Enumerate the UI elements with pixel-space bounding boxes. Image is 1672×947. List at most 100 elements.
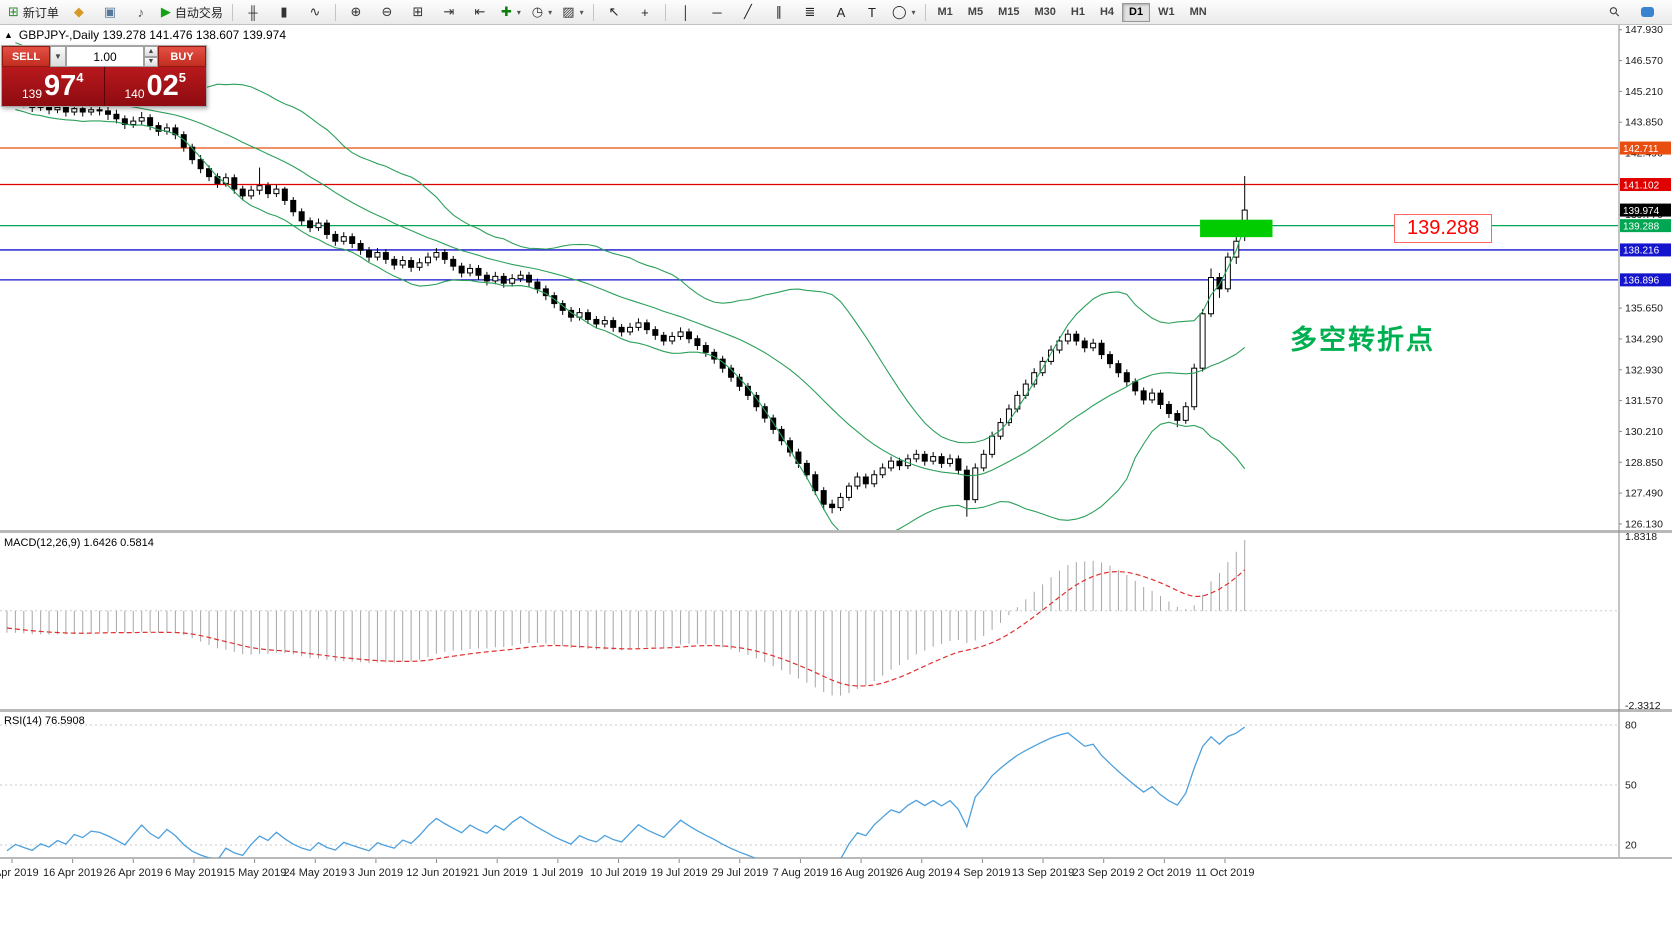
date-tick-label[interactable]: 29 Jul 2019 [711,867,768,879]
bar-chart-icon[interactable]: ╫ [238,1,268,24]
volume-step-down-button[interactable]: ▼ [144,56,158,67]
favorites-icon[interactable]: ◆ [64,1,94,24]
toolbar-separator [664,3,666,21]
candle [685,331,692,340]
date-tick-label[interactable]: 16 Apr 2019 [43,867,102,879]
oneclick-collapse-icon[interactable]: ▲ [4,30,13,40]
sound-icon[interactable]: ♪ [126,1,156,24]
pane-separator[interactable] [0,857,1672,859]
new-order-button[interactable]: ⊞ 新订单 [4,1,63,24]
timeframe-button-m30[interactable]: M30 [1034,5,1056,18]
candlestick-chart-icon[interactable]: ▮ [269,1,299,24]
timeframe-button-mn[interactable]: MN [1189,5,1207,18]
price-marker-label [1620,243,1671,257]
timeframe-button-m5[interactable]: M5 [967,5,984,18]
timeframe-button-m1[interactable]: M1 [937,5,953,18]
rsi-indicator-label: RSI(14) 76.5908 [4,715,85,727]
candle [845,485,852,498]
price-chart[interactable]: 147.930146.570145.210143.850142.490141.1… [0,25,1672,947]
date-tick-label[interactable]: 3 Jun 2019 [349,867,403,879]
candle [1191,367,1198,408]
candle [660,334,667,342]
candle [1157,392,1164,405]
date-tick-label[interactable]: 26 Aug 2019 [891,867,953,879]
line-chart-icon[interactable]: ∿ [300,1,330,24]
templates-icon[interactable]: ▨ ▾ [558,1,588,24]
date-tick-label[interactable]: 19 Jul 2019 [651,867,708,879]
candle [1048,349,1055,362]
svg-text:-2.3312: -2.3312 [1625,700,1661,712]
candle [534,281,541,290]
chart-canvas[interactable]: 147.930146.570145.210143.850142.490141.1… [0,25,1672,947]
candle [1174,413,1181,421]
timeframe-button-d1[interactable]: D1 [1122,2,1151,22]
date-tick-label[interactable]: 10 Jul 2019 [590,867,647,879]
pane-separator[interactable] [0,709,1672,712]
auto-scroll-icon: ⇥ [443,4,455,19]
vertical-line-icon[interactable]: │ [671,1,701,24]
candle [702,345,709,353]
volume-step-up-button[interactable]: ▲ [144,46,158,57]
candle [1132,381,1139,392]
date-tick-label[interactable]: 26 Apr 2019 [104,867,163,879]
pane-separator[interactable] [0,530,1672,533]
date-tick-label[interactable]: 7 Apr 2019 [0,867,39,879]
zoom-out-icon[interactable]: ⊖ [372,1,402,24]
date-tick-label[interactable]: 13 Sep 2019 [1012,867,1074,879]
date-tick-label[interactable]: 2 Oct 2019 [1137,867,1191,879]
volume-dropdown-button[interactable]: ▼ [50,46,66,67]
text-icon[interactable]: A [826,1,856,24]
tile-windows-icon[interactable]: ▣ [95,1,125,24]
date-tick-label[interactable]: 7 Aug 2019 [773,867,829,879]
candle [416,262,423,268]
cursor-icon: ↖ [608,4,620,19]
date-tick-label[interactable]: 21 Jun 2019 [467,867,528,879]
candle [761,406,768,419]
date-tick-label[interactable]: 6 May 2019 [165,867,222,879]
crosshair-icon[interactable]: + [630,1,660,24]
date-tick-label[interactable]: 16 Aug 2019 [830,867,892,879]
timeframe-button-w1[interactable]: W1 [1158,5,1175,18]
shapes-icon[interactable]: ◯ ▾ [888,1,920,24]
price-tick-label: 130.210 [1625,426,1663,438]
horizontal-line-icon[interactable]: ─ [702,1,732,24]
candle [1216,277,1223,290]
periods-icon[interactable]: ◷ ▾ [527,1,557,24]
sell-price-button[interactable]: 139 97 4 [2,67,105,106]
buy-button[interactable]: BUY [158,46,206,67]
candle [862,476,869,485]
price-marker-label [1620,219,1671,233]
zoom-in-icon: ⊕ [350,4,362,19]
grid-icon[interactable]: ⊞ [403,1,433,24]
trendline-icon[interactable]: ╱ [733,1,763,24]
date-tick-label[interactable]: 4 Sep 2019 [954,867,1010,879]
periods-icon: ◷ [531,4,544,19]
indicators-icon[interactable]: ✚ ▾ [496,1,526,24]
search-button[interactable]: ⚲ [1600,1,1630,24]
auto-scroll-icon[interactable]: ⇥ [434,1,464,24]
sell-button[interactable]: SELL [2,46,50,67]
chat-button[interactable] [1632,1,1662,24]
timeframe-button-h1[interactable]: H1 [1070,5,1085,18]
zoom-in-icon[interactable]: ⊕ [341,1,371,24]
date-tick-label[interactable]: 23 Sep 2019 [1073,867,1135,879]
date-tick-label[interactable]: 24 May 2019 [283,867,347,879]
fibonacci-icon[interactable]: ≣ [795,1,825,24]
date-tick-label[interactable]: 15 May 2019 [223,867,287,879]
volume-input[interactable] [66,46,144,67]
timeframe-button-h4[interactable]: H4 [1099,5,1115,18]
auto-trading-button[interactable]: ▶ 自动交易 [157,1,227,24]
channel-icon[interactable]: ∥ [764,1,794,24]
chart-shift-icon[interactable]: ⇤ [465,1,495,24]
date-tick-label[interactable]: 1 Jul 2019 [532,867,583,879]
chevron-down-icon: ▾ [579,7,584,17]
cursor-icon[interactable]: ↖ [599,1,629,24]
buy-price-button[interactable]: 140 02 5 [104,67,206,106]
candle [290,199,297,213]
date-tick-label[interactable]: 12 Jun 2019 [406,867,467,879]
label-icon[interactable]: T [857,1,887,24]
toolbar-separator [231,3,233,21]
price-tick-label: 128.850 [1625,457,1663,469]
timeframe-button-m15[interactable]: M15 [998,5,1020,18]
date-tick-label[interactable]: 11 Oct 2019 [1195,867,1254,879]
